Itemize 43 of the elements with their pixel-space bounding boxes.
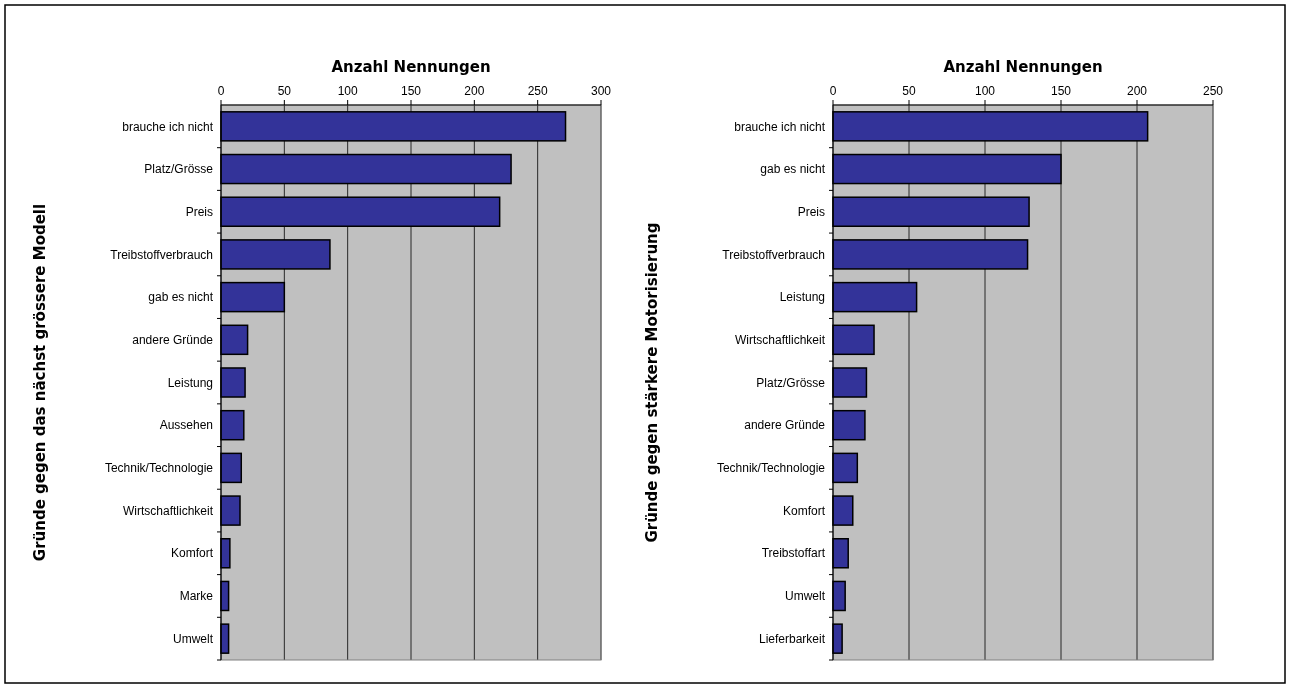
- x-tick-label: 300: [590, 84, 612, 98]
- x-tick-label: 50: [902, 84, 916, 98]
- y-tick-label: Technik/Technologie: [716, 461, 826, 476]
- x-tick-label: 50: [277, 84, 292, 98]
- y-tick-label: Preis: [185, 204, 213, 219]
- x-tick-label: 150: [1050, 84, 1072, 98]
- y-tick-label: Komfort: [782, 503, 826, 518]
- y-tick-label: Leistung: [779, 290, 825, 305]
- y-tick-label: brauche ich nicht: [122, 119, 214, 134]
- y-axis-title: Gründe gegen stärkere Motorisierung: [643, 222, 661, 543]
- y-tick-label: Umwelt: [784, 589, 826, 604]
- y-tick-label: andere Gründe: [744, 418, 826, 433]
- x-tick-label: 200: [464, 84, 485, 98]
- x-tick-label: 100: [974, 84, 996, 98]
- y-tick-label: Preis: [797, 204, 825, 219]
- x-axis-title: Anzahl Nennungen: [331, 58, 491, 76]
- x-tick-label: 100: [337, 84, 358, 98]
- x-tick-label: 250: [1202, 84, 1224, 98]
- y-tick-label: Wirtschaftlichkeit: [122, 503, 214, 518]
- y-tick-label: Aussehen: [159, 418, 213, 433]
- x-tick-label: 150: [400, 84, 422, 98]
- y-tick-label: Komfort: [170, 546, 214, 561]
- y-tick-label: Technik/Technologie: [104, 461, 214, 476]
- y-tick-label: andere Gründe: [132, 333, 214, 348]
- y-axis-title: Gründe gegen das nächst grössere Modell: [31, 203, 49, 562]
- x-tick-label: 200: [1126, 84, 1148, 98]
- y-tick-label: Treibstoffverbrauch: [722, 247, 825, 262]
- y-tick-label: Treibstoffverbrauch: [110, 247, 213, 262]
- y-tick-label: Lieferbarkeit: [758, 631, 826, 646]
- y-tick-label: Leistung: [167, 375, 213, 390]
- y-tick-label: brauche ich nicht: [734, 119, 826, 134]
- y-tick-label: Platz/Grösse: [756, 375, 826, 390]
- y-tick-label: Wirtschaftlichkeit: [734, 333, 826, 348]
- y-tick-label: gab es nicht: [148, 290, 214, 305]
- y-tick-label: Treibstoffart: [761, 546, 826, 561]
- x-tick-label: 0: [217, 84, 225, 98]
- x-tick-label: 250: [527, 84, 548, 98]
- y-tick-label: Marke: [179, 589, 214, 604]
- y-tick-label: Umwelt: [172, 631, 214, 646]
- x-tick-label: 0: [829, 84, 837, 98]
- y-tick-label: Platz/Grösse: [144, 162, 214, 177]
- y-tick-label: gab es nicht: [760, 162, 826, 177]
- x-axis-title: Anzahl Nennungen: [943, 58, 1103, 76]
